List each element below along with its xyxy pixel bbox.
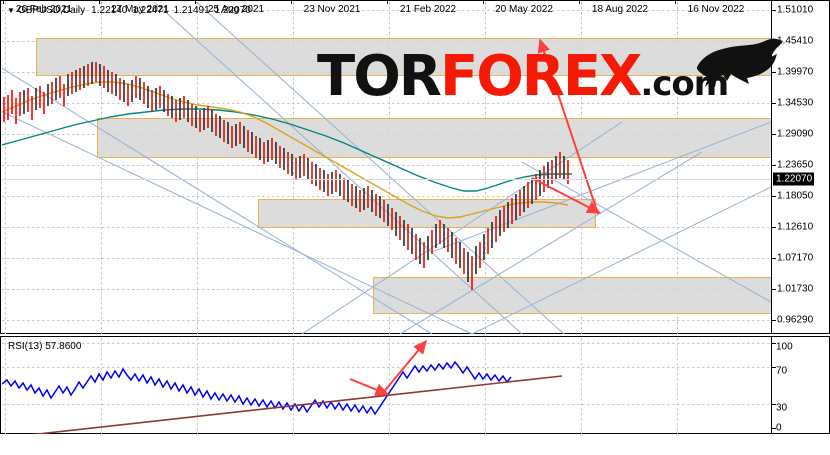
- price-axis-label: 1.29090: [777, 128, 814, 140]
- price-tick: [771, 258, 776, 259]
- torforex-watermark: TORFOREX.com: [317, 49, 729, 112]
- date-tick: [99, 0, 100, 4]
- rsi-ascending-support-trendline: [30, 375, 563, 434]
- bull-head-icon: [697, 38, 783, 87]
- grid-line-vertical: [293, 338, 294, 434]
- current-price-line: [2, 179, 771, 180]
- date-tick: [675, 0, 676, 4]
- collapse-caret-icon[interactable]: ▼: [7, 6, 15, 15]
- price-scale-separator: [771, 1, 772, 333]
- price-chart-panel[interactable]: 1.51010 1.45410 1.39970 1.34530 1.29090 …: [0, 0, 830, 334]
- date-axis-label: 18 Aug 2022: [591, 4, 649, 15]
- watermark-tor: TOR: [317, 44, 442, 109]
- price-tick: [771, 196, 776, 197]
- price-axis-label: 1.12610: [777, 221, 814, 233]
- quote-high: 1.22471: [132, 5, 169, 16]
- rsi-indicator-panel[interactable]: 100 70 30 0 RSI(13) 57.8600: [0, 336, 830, 434]
- price-axis-label: 1.01730: [777, 283, 814, 295]
- grid-line-vertical: [485, 338, 486, 434]
- date-tick: [3, 0, 4, 4]
- grid-line-vertical: [581, 338, 582, 434]
- grid-line-vertical: [389, 338, 390, 434]
- support-zone-4[interactable]: [373, 277, 771, 314]
- resistance-zone-2[interactable]: [97, 118, 771, 158]
- rsi-scale-separator: [771, 337, 772, 433]
- rsi-title-label: RSI(13) 57.8600: [8, 341, 82, 352]
- rsi-level-30: [2, 404, 771, 405]
- date-tick: [291, 0, 292, 4]
- grid-line-horizontal: [2, 196, 771, 197]
- price-tick: [771, 72, 776, 73]
- price-axis-label: 1.23650: [777, 159, 814, 171]
- grid-line-horizontal: [2, 320, 771, 321]
- date-tick: [579, 0, 580, 4]
- price-tick: [771, 165, 776, 166]
- rsi-tick: [771, 367, 776, 368]
- quote-close: 1.22070: [214, 5, 251, 16]
- price-axis-label: 1.34530: [777, 97, 814, 109]
- price-tick: [771, 103, 776, 104]
- price-tick: [771, 320, 776, 321]
- price-tick: [771, 10, 776, 11]
- price-tick: [771, 227, 776, 228]
- grid-line-vertical: [101, 338, 102, 434]
- price-axis-label: 1.45410: [777, 35, 814, 47]
- date-tick: [387, 0, 388, 4]
- rsi-axis-label: 0: [776, 422, 782, 434]
- grid-line-horizontal: [2, 165, 771, 166]
- date-axis-label: 16 Nov 2022: [687, 4, 745, 15]
- grid-line-vertical: [677, 338, 678, 434]
- support-zone-3[interactable]: [258, 199, 596, 228]
- quote-open: 1.22140: [91, 5, 128, 16]
- price-tick: [771, 289, 776, 290]
- date-tick: [483, 0, 484, 4]
- price-axis-label: 1.18050: [777, 190, 814, 202]
- rsi-level-70: [2, 367, 771, 368]
- date-axis-label: 23 Nov 2021: [303, 4, 361, 15]
- grid-line-vertical: [5, 338, 6, 434]
- price-tick: [771, 134, 776, 135]
- grid-line-vertical: [5, 2, 6, 334]
- date-tick: [195, 0, 196, 4]
- rsi-tick: [771, 428, 776, 429]
- date-axis-label: 21 Feb 2022: [399, 4, 457, 15]
- price-axis-label: 1.07170: [777, 252, 814, 264]
- rsi-arrow-up: [381, 339, 428, 395]
- price-axis-label: 0.96290: [777, 314, 814, 326]
- symbol-timeframe-label: GBPUSD,Daily: [17, 5, 86, 16]
- date-axis-label: 27 May 2021: [111, 4, 169, 15]
- rsi-axis-label: 100: [776, 341, 793, 353]
- rsi-level-100: [2, 343, 771, 344]
- price-axis-label: 1.51010: [777, 4, 814, 16]
- price-axis-label: 1.39970: [777, 66, 814, 78]
- rsi-arrow-down: [349, 378, 390, 396]
- date-axis-label: 20 May 2022: [495, 4, 553, 15]
- symbol-info-line: ▼ GBPUSD,Daily 1.22140 1.22471 1.21491 1.2207…: [7, 5, 256, 16]
- date-axis-label: 26 Feb 2021: [15, 4, 73, 15]
- rsi-tick: [771, 343, 776, 344]
- grid-line-horizontal: [2, 258, 771, 259]
- date-axis-label: 25 Aug 2021: [207, 4, 265, 15]
- rsi-tick: [771, 404, 776, 405]
- rsi-plot-area[interactable]: [2, 338, 771, 434]
- watermark-forex: FOREX: [439, 44, 642, 109]
- rsi-axis-label: 30: [776, 402, 788, 414]
- rsi-trendline-and-arrow[interactable]: [2, 338, 771, 434]
- rsi-line-series: [2, 360, 512, 416]
- current-price-badge: 1.22070: [773, 172, 815, 186]
- rsi-axis-label: 70: [776, 365, 788, 377]
- grid-line-vertical: [197, 338, 198, 434]
- quote-low: 1.21491: [173, 5, 210, 16]
